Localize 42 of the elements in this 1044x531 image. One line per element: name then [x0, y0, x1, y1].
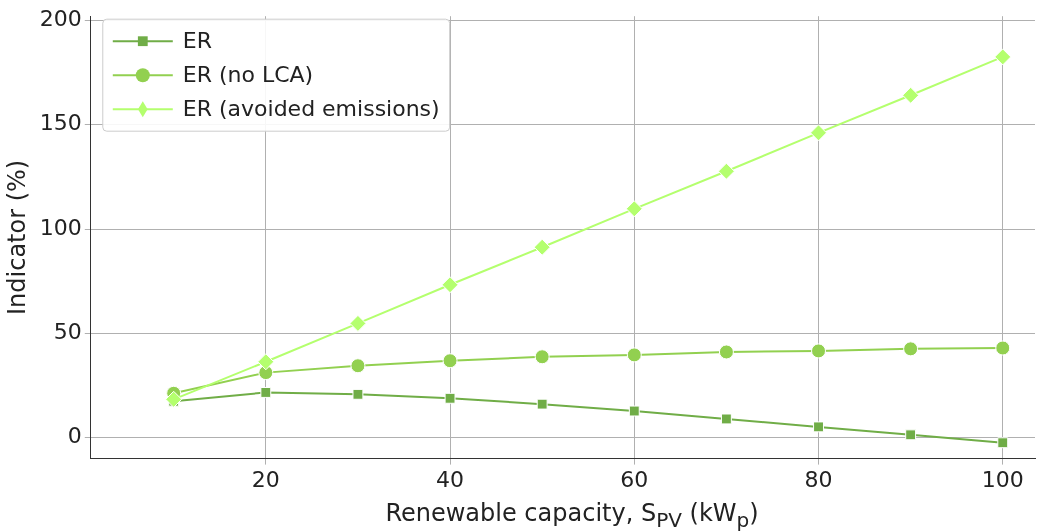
point — [625, 200, 643, 218]
x-tick-label: 100 — [981, 466, 1024, 492]
y-axis-title: Indicator (%) — [2, 159, 31, 316]
x-tick-label: 40 — [436, 466, 465, 492]
point — [718, 344, 734, 360]
point — [441, 276, 459, 294]
point — [536, 398, 548, 410]
point — [903, 341, 919, 357]
point — [995, 340, 1011, 356]
point — [350, 358, 366, 374]
y-tick-label: 150 — [39, 110, 82, 136]
x-axis-title: Renewable capacity, S$_{PV}$ (kW$_{p}$) — [384, 498, 760, 531]
point — [810, 124, 828, 142]
legend-label: ER (no LCA) — [182, 61, 314, 87]
point — [349, 314, 367, 332]
point — [994, 48, 1012, 66]
point — [626, 347, 642, 363]
point — [905, 429, 917, 441]
point — [811, 343, 827, 359]
point — [813, 421, 824, 433]
y-tick-label: 0 — [67, 423, 82, 449]
point — [442, 353, 458, 369]
x-tick-label: 80 — [804, 466, 833, 492]
point — [902, 86, 920, 104]
point — [352, 388, 364, 400]
point — [165, 390, 183, 408]
y-tick-label: 100 — [39, 214, 82, 240]
x-tick-label: 20 — [251, 466, 280, 492]
point — [533, 238, 551, 256]
point — [717, 162, 735, 180]
y-tick-label: 50 — [53, 319, 82, 345]
point — [628, 405, 640, 417]
x-tick-label: 60 — [620, 466, 649, 492]
legend-label: ER (avoided emissions) — [182, 95, 440, 121]
point — [720, 413, 732, 425]
y-tick-label: 200 — [39, 6, 82, 32]
legend-label: ER — [182, 27, 212, 53]
point — [534, 349, 550, 365]
point — [997, 437, 1009, 449]
point — [260, 387, 272, 398]
point — [257, 353, 275, 371]
point — [444, 392, 456, 404]
